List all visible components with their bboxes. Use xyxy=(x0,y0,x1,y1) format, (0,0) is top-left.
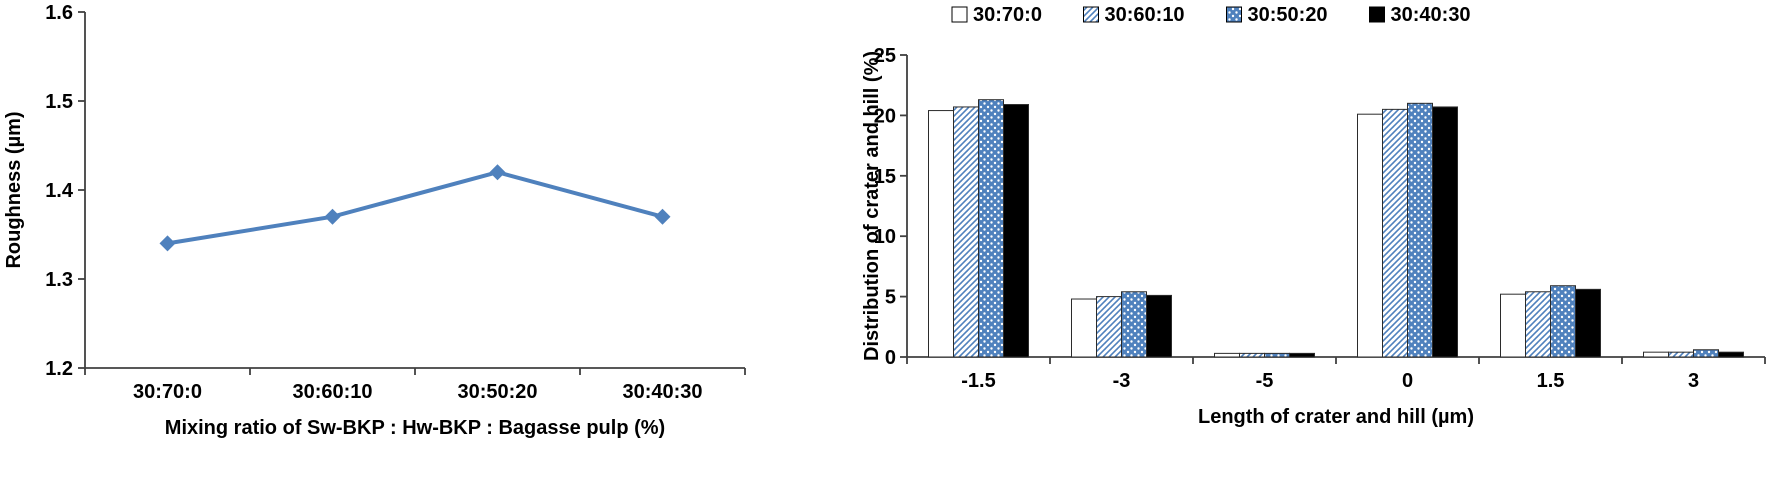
x-tick-label: 3 xyxy=(1688,370,1699,392)
y-tick-label: 20 xyxy=(874,105,896,127)
x-tick-label: -1.5 xyxy=(961,370,995,392)
legend-label: 30:40:30 xyxy=(1391,4,1471,26)
bar-30:50:20 xyxy=(1693,349,1719,358)
y-axis-title: Roughness (µm) xyxy=(3,111,25,268)
bar-30:50:20 xyxy=(1264,352,1290,358)
y-tick-label: 10 xyxy=(874,226,896,248)
data-point-marker xyxy=(654,208,671,225)
bar-30:70:0 xyxy=(1357,113,1383,358)
y-tick-label: 1.5 xyxy=(45,91,73,113)
y-tick-label: 1.3 xyxy=(45,269,73,291)
legend-swatch xyxy=(1083,6,1099,23)
data-point-marker xyxy=(324,208,341,225)
bar-30:70:0 xyxy=(928,110,954,358)
legend-label: 30:60:10 xyxy=(1105,4,1185,26)
bar-30:40:30 xyxy=(1718,351,1744,358)
line-chart-svg: 1.2 1.3 1.4 1.5 1.6 30:70:0 30:60:10 30:50:20 30… xyxy=(3,2,746,439)
bar-30:70:0 xyxy=(1214,352,1240,358)
x-tick-label: 0 xyxy=(1402,370,1413,392)
roughness-line xyxy=(167,170,664,246)
bar-30:40:30 xyxy=(1575,288,1601,358)
x-tick-label: 30:60:10 xyxy=(292,381,372,403)
bar-30:60:10 xyxy=(1525,291,1551,358)
bar-30:70:0 xyxy=(1643,351,1669,358)
bar-30:60:10 xyxy=(1096,296,1122,358)
x-tick-label: 30:70:0 xyxy=(133,381,202,403)
bar-30:50:20 xyxy=(978,99,1004,358)
bar-30:60:10 xyxy=(953,106,979,358)
bar-30:50:20 xyxy=(1121,291,1147,358)
bar-30:40:30 xyxy=(1432,106,1458,358)
y-tick-label: 0 xyxy=(885,347,896,369)
distribution-bar-chart: 0 5 10 15 20 25 -1.5 -3 -5 0 1.5 3 30:70:0 30:60:10 30… xyxy=(860,0,1772,495)
legend-label: 30:70:0 xyxy=(973,4,1042,26)
x-tick-label: 1.5 xyxy=(1537,370,1565,392)
bar-30:50:20 xyxy=(1550,285,1576,358)
x-tick-label: -5 xyxy=(1256,370,1274,392)
bar-30:70:0 xyxy=(1500,293,1526,358)
bar-30:60:10 xyxy=(1239,352,1265,358)
y-tick-label: 1.2 xyxy=(45,358,73,380)
y-tick-label: 1.6 xyxy=(45,2,73,24)
data-point-marker xyxy=(489,164,506,181)
bar-30:40:30 xyxy=(1289,352,1315,358)
data-point-marker xyxy=(159,235,176,252)
legend-swatch xyxy=(1369,6,1385,23)
bar-30:40:30 xyxy=(1003,104,1029,358)
y-tick-label: 15 xyxy=(874,166,896,188)
legend-swatch xyxy=(1226,6,1242,23)
bar-30:60:10 xyxy=(1382,108,1408,358)
y-tick-label: 1.4 xyxy=(45,180,74,202)
legend-label: 30:50:20 xyxy=(1248,4,1328,26)
bar-30:50:20 xyxy=(1407,102,1433,358)
roughness-line-chart: 1.2 1.3 1.4 1.5 1.6 30:70:0 30:60:10 30:50:20 30… xyxy=(0,0,800,495)
x-tick-label: 30:50:20 xyxy=(457,381,537,403)
bar-30:60:10 xyxy=(1668,351,1694,358)
y-tick-label: 25 xyxy=(874,45,896,67)
x-axis-title: Mixing ratio of Sw-BKP : Hw-BKP : Bagass… xyxy=(165,417,665,439)
x-tick-label: -3 xyxy=(1113,370,1131,392)
bar-30:70:0 xyxy=(1071,298,1097,358)
bar-chart-svg: 0 5 10 15 20 25 -1.5 -3 -5 0 1.5 3 30:70:0 30:60:10 30… xyxy=(861,4,1766,428)
bar-30:40:30 xyxy=(1146,294,1172,358)
y-tick-label: 5 xyxy=(885,287,896,309)
x-tick-label: 30:40:30 xyxy=(622,381,702,403)
legend-swatch xyxy=(951,6,968,23)
x-axis-title: Length of crater and hill (µm) xyxy=(1198,406,1474,428)
y-axis-title: Distribution of crater and hill (%) xyxy=(861,51,883,361)
